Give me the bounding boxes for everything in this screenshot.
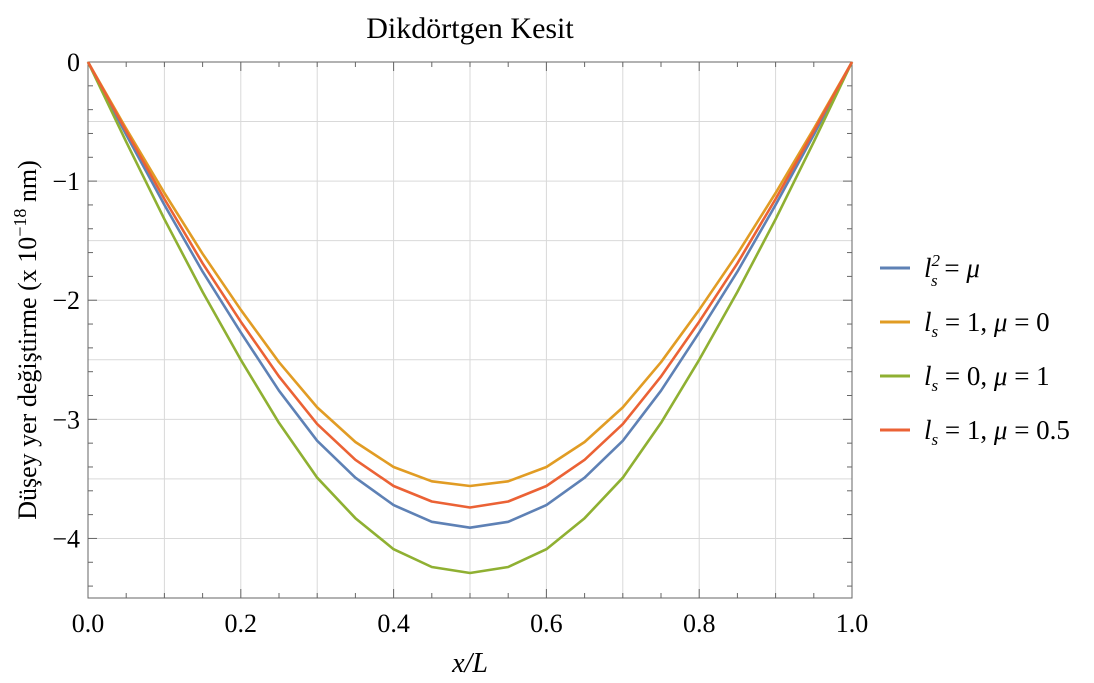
series-line-2	[86, 61, 854, 575]
y-tick-labels: 0 −1 −2 −3 −4	[52, 48, 80, 553]
y-tick-label: −2	[52, 286, 80, 315]
y-axis-label-unit: nm)	[13, 160, 42, 208]
legend-label: ls = 0, μ = 1	[924, 361, 1050, 395]
series-line-1	[86, 61, 854, 488]
series-line-3	[86, 61, 854, 509]
y-axis-label-exponent: −18	[10, 209, 30, 237]
legend-label: ls = 1, μ = 0.5	[924, 415, 1070, 449]
chart-title: Dikdörtgen Kesit	[366, 12, 574, 45]
x-tick-label: 0.0	[72, 609, 105, 638]
x-tick-label: 1.0	[836, 609, 869, 638]
legend-label: l2 s = μ	[924, 251, 980, 290]
series-lines	[86, 61, 854, 575]
y-tick-label: −4	[52, 524, 80, 553]
x-tick-label: 0.6	[530, 609, 563, 638]
x-tick-label: 0.8	[683, 609, 716, 638]
y-axis-label-text: Düşey yer değiştirme (x 10	[13, 237, 42, 520]
axis-ticks	[87, 61, 853, 598]
x-tick-labels: 0.0 0.2 0.4 0.6 0.8 1.0	[72, 609, 869, 638]
y-tick-label: 0	[67, 48, 80, 77]
grid	[88, 61, 852, 599]
y-tick-label: −1	[52, 167, 80, 196]
y-axis-label: Düşey yer değiştirme (x 10−18 nm)	[10, 160, 42, 520]
x-tick-label: 0.4	[377, 609, 410, 638]
x-axis-label: x/L	[451, 648, 488, 679]
legend-item-3: ls = 1, μ = 0.5	[880, 415, 1070, 449]
legend-item-1: ls = 1, μ = 0	[880, 307, 1050, 341]
legend-item-0: l2 s = μ	[880, 251, 980, 290]
y-tick-label: −3	[52, 405, 80, 434]
legend: l2 s = μ ls = 1, μ = 0 ls = 0, μ = 1 ls =…	[880, 251, 1070, 449]
legend-label: ls = 1, μ = 0	[924, 307, 1050, 341]
x-tick-label: 0.2	[225, 609, 258, 638]
legend-item-2: ls = 0, μ = 1	[880, 361, 1050, 395]
series-line-0	[86, 61, 854, 529]
